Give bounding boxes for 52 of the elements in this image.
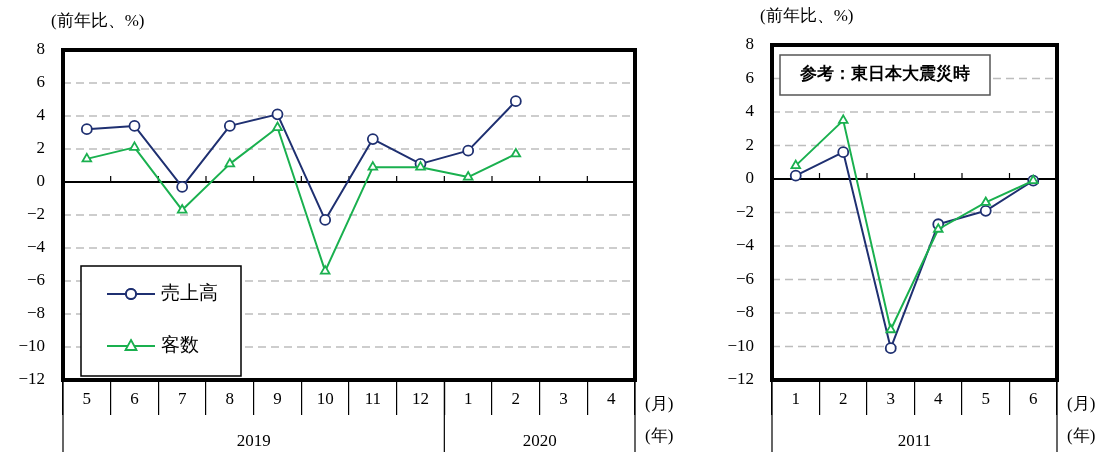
x-axis-title: (月) bbox=[1067, 394, 1096, 414]
x-axis-title: (月) bbox=[645, 394, 674, 414]
y-tick-label: −2 bbox=[735, 201, 754, 221]
y-axis-title: (前年比、%) bbox=[760, 6, 854, 26]
text: (年) bbox=[645, 426, 674, 446]
y-tick-label: −10 bbox=[18, 336, 45, 356]
x-tick-label: 5 bbox=[82, 388, 92, 408]
y-tick-label: −8 bbox=[26, 303, 45, 323]
y-tick-label: −6 bbox=[735, 268, 754, 288]
legend-label: 客数 bbox=[161, 333, 199, 355]
x-tick-label: 6 bbox=[1029, 388, 1038, 408]
x-tick-label: 2 bbox=[839, 388, 848, 408]
x-tick-label: 8 bbox=[225, 388, 235, 408]
x-tick-label: 3 bbox=[559, 388, 568, 408]
y-tick-label: −2 bbox=[26, 204, 45, 224]
text: 2020 bbox=[522, 431, 557, 451]
x-tick-label: 4 bbox=[934, 388, 943, 408]
legend-label: 売上高 bbox=[161, 281, 218, 303]
y-tick-label: −8 bbox=[735, 302, 754, 322]
y-tick-label: −12 bbox=[18, 369, 45, 389]
x-tick-label: 5 bbox=[981, 388, 990, 408]
x-tick-label: 10 bbox=[316, 388, 334, 408]
y-tick-label: 0 bbox=[745, 168, 754, 188]
y-tick-label: −6 bbox=[26, 270, 45, 290]
x-tick-label: 2 bbox=[511, 388, 521, 408]
y-tick-label: 0 bbox=[36, 171, 45, 191]
y-tick-label: −10 bbox=[727, 335, 754, 355]
x-tick-label: 7 bbox=[177, 388, 187, 408]
x-tick-label: 11 bbox=[364, 388, 382, 408]
x-tick-label: 6 bbox=[130, 388, 139, 408]
x-tick-label: 1 bbox=[791, 388, 800, 408]
y-tick-label: 6 bbox=[36, 72, 45, 92]
text: 2019 bbox=[236, 431, 271, 451]
x-tick-label: 3 bbox=[886, 388, 895, 408]
text: (年) bbox=[1067, 426, 1096, 446]
y-tick-label: 2 bbox=[745, 134, 754, 154]
text: 参考：東日本大震災時 bbox=[799, 63, 970, 84]
x-tick-label: 9 bbox=[273, 388, 282, 408]
y-tick-label: 8 bbox=[745, 34, 754, 54]
x-tick-label: 4 bbox=[606, 388, 616, 408]
y-tick-label: −12 bbox=[727, 369, 754, 389]
y-axis-title: (前年比、%) bbox=[51, 11, 145, 31]
y-tick-label: 8 bbox=[36, 39, 45, 59]
y-tick-label: −4 bbox=[735, 235, 755, 255]
text: 2011 bbox=[897, 431, 932, 451]
y-tick-label: 4 bbox=[745, 101, 755, 121]
x-tick-label: 12 bbox=[412, 388, 429, 408]
y-tick-label: −4 bbox=[26, 237, 46, 257]
y-tick-label: 6 bbox=[745, 67, 754, 87]
x-tick-label: 1 bbox=[463, 388, 473, 408]
y-tick-label: 2 bbox=[36, 138, 45, 158]
y-tick-label: 4 bbox=[36, 105, 46, 125]
